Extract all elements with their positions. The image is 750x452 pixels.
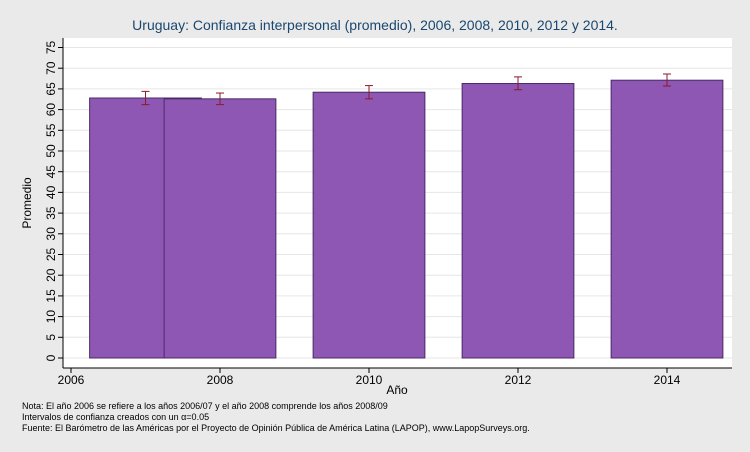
bars	[89, 79, 724, 359]
y-tick-label: 35	[44, 206, 58, 220]
note-line-2: Intervalos de confianza creados con un α…	[22, 412, 210, 422]
y-tick-label: 25	[44, 248, 58, 262]
bar	[163, 98, 277, 359]
y-tick-label: 40	[44, 185, 58, 199]
axes: 0 5 10 15 20 25 30 35 40 45 50 55 60 65 70 75 2006 2008 20…	[44, 38, 732, 387]
x-axis-title: Año	[386, 383, 408, 397]
y-tick-label: 65	[44, 82, 58, 96]
y-tick-label: 10	[44, 310, 58, 324]
error-bar	[141, 90, 150, 106]
bar-chart: 0 5 10 15 20 25 30 35 40 45 50 55 60 65 70 75 2006 2008 20…	[20, 38, 732, 397]
chart-notes: Nota: El año 2006 se refiere a los años …	[22, 401, 530, 434]
error-bars	[141, 73, 671, 106]
y-tick-label: 15	[44, 289, 58, 303]
y-tick-label: 60	[44, 103, 58, 117]
x-tick-label: 2006	[58, 373, 85, 387]
error-bar	[663, 73, 671, 87]
y-tick-label: 45	[44, 165, 58, 179]
bar	[610, 79, 724, 359]
error-bar	[365, 85, 373, 100]
x-tick-label: 2012	[505, 373, 532, 387]
x-tick-label: 2010	[356, 373, 383, 387]
error-bar	[216, 92, 224, 106]
x-tick-label: 2014	[654, 373, 681, 387]
y-tick-label: 75	[44, 41, 58, 55]
y-axis-title: Promedio	[20, 177, 34, 229]
y-tick-label: 0	[44, 354, 58, 361]
error-bar	[514, 76, 522, 91]
y-tick-label: 20	[44, 268, 58, 282]
y-tick-label: 55	[44, 123, 58, 137]
note-line-1: Nota: El año 2006 se refiere a los años …	[22, 401, 388, 411]
chart-title: Uruguay: Confianza interpersonal (promed…	[132, 17, 618, 33]
bar	[312, 91, 426, 359]
y-tick-label: 30	[44, 227, 58, 241]
y-tick-label: 5	[44, 334, 58, 341]
y-tick-label: 50	[44, 144, 58, 158]
y-tick-label: 70	[44, 61, 58, 75]
note-line-3: Fuente: El Barómetro de las Américas por…	[22, 423, 530, 433]
bar	[461, 83, 575, 359]
x-tick-label: 2008	[207, 373, 234, 387]
